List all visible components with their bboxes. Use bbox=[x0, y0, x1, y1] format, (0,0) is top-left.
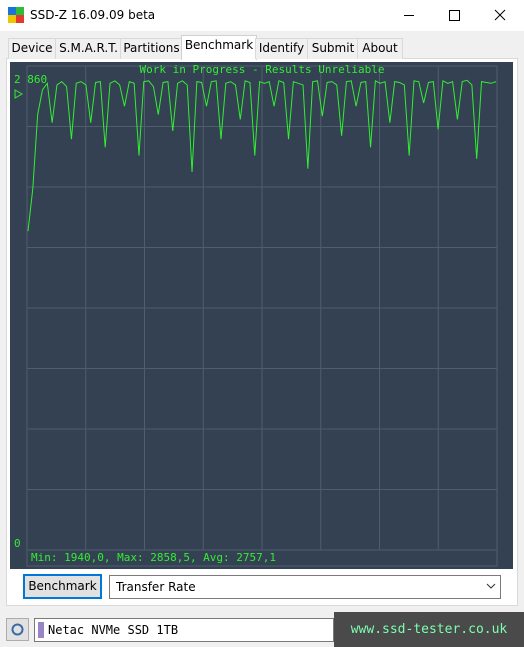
drive-marker bbox=[38, 622, 44, 638]
y-tick-label: 2 860 bbox=[14, 73, 47, 86]
transfer-line bbox=[27, 79, 497, 232]
tab[interactable]: S.M.A.R.T. bbox=[55, 38, 122, 59]
tab[interactable]: Benchmark bbox=[181, 35, 257, 60]
window-buttons[interactable] bbox=[390, 0, 524, 31]
chart-title: Work in Progress - Results Unreliable bbox=[139, 63, 384, 76]
mode-dropdown[interactable]: Transfer Rate bbox=[109, 575, 501, 599]
tab[interactable]: Device bbox=[8, 38, 56, 59]
tab[interactable]: Partitions bbox=[120, 38, 183, 59]
tab[interactable]: Submit bbox=[307, 38, 359, 59]
watermark: www.ssd-tester.co.uk bbox=[334, 612, 524, 647]
cursor-marker bbox=[14, 89, 24, 99]
refresh-icon bbox=[11, 623, 24, 636]
app-icon bbox=[8, 7, 24, 23]
stats-text: Min: 1940,0, Max: 2858,5, Avg: 2757,1 bbox=[31, 551, 276, 564]
refresh-button[interactable] bbox=[6, 618, 29, 641]
tab[interactable]: About bbox=[357, 38, 403, 59]
grid-cells bbox=[27, 66, 497, 550]
dropdown-value: Transfer Rate bbox=[116, 580, 196, 594]
stats-frame bbox=[26, 549, 498, 567]
y-tick-label: 0 bbox=[14, 537, 21, 550]
title-bar: SSD-Z 16.09.09 beta bbox=[0, 0, 524, 31]
chart: Work in Progress - Results Unreliable Mi… bbox=[10, 62, 513, 569]
tab[interactable]: Identify bbox=[255, 38, 308, 59]
benchmark-button[interactable]: Benchmark bbox=[23, 574, 102, 599]
drive-name: Netac NVMe SSD 1TB bbox=[48, 623, 179, 637]
dropdown-arrow bbox=[486, 583, 496, 589]
window-title: SSD-Z 16.09.09 beta bbox=[30, 8, 156, 22]
drive-field[interactable]: Netac NVMe SSD 1TB bbox=[34, 618, 334, 642]
